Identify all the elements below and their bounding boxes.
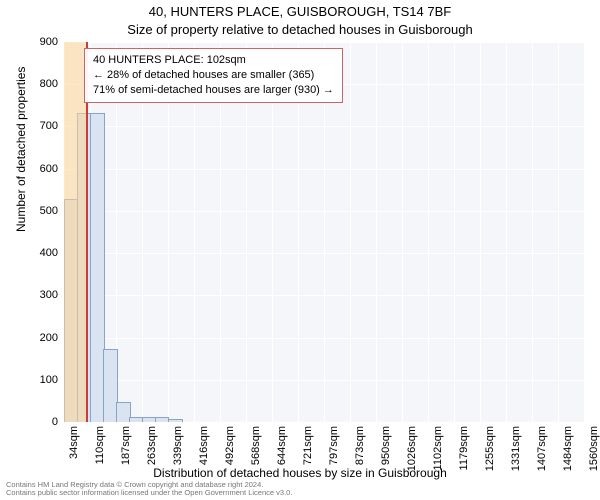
chart-container: 40, HUNTERS PLACE, GUISBOROUGH, TS14 7BF… bbox=[0, 0, 600, 500]
grid-line bbox=[558, 42, 559, 422]
y-tick-label: 200 bbox=[18, 332, 58, 344]
x-tick-label: 263sqm bbox=[146, 426, 158, 465]
info-box-line2: ← 28% of detached houses are smaller (36… bbox=[93, 68, 334, 83]
info-box: 40 HUNTERS PLACE: 102sqm ← 28% of detach… bbox=[84, 48, 343, 103]
x-tick-label: 416sqm bbox=[198, 426, 210, 465]
grid-line bbox=[506, 42, 507, 422]
x-tick-label: 797sqm bbox=[328, 426, 340, 465]
x-tick-label: 34sqm bbox=[68, 426, 80, 459]
x-tick-label: 1484sqm bbox=[562, 426, 574, 471]
x-tick-label: 1407sqm bbox=[536, 426, 548, 471]
y-tick-label: 800 bbox=[18, 78, 58, 90]
x-tick-label: 492sqm bbox=[224, 426, 236, 465]
x-tick-label: 873sqm bbox=[354, 426, 366, 465]
x-tick-label: 1331sqm bbox=[510, 426, 522, 471]
histogram-bar bbox=[168, 419, 183, 422]
chart-title-line1: 40, HUNTERS PLACE, GUISBOROUGH, TS14 7BF bbox=[0, 4, 600, 19]
x-tick-label: 950sqm bbox=[380, 426, 392, 465]
grid-line bbox=[480, 42, 481, 422]
y-tick-label: 100 bbox=[18, 374, 58, 386]
y-tick-label: 600 bbox=[18, 163, 58, 175]
grid-line bbox=[350, 42, 351, 422]
grid-line bbox=[402, 42, 403, 422]
x-tick-label: 1102sqm bbox=[432, 426, 444, 470]
chart-title-line2: Size of property relative to detached ho… bbox=[0, 22, 600, 37]
x-tick-label: 110sqm bbox=[94, 426, 106, 464]
x-tick-label: 187sqm bbox=[120, 426, 132, 465]
grid-line bbox=[532, 42, 533, 422]
info-box-line3: 71% of semi-detached houses are larger (… bbox=[93, 83, 334, 98]
y-tick-label: 700 bbox=[18, 120, 58, 132]
grid-line bbox=[428, 42, 429, 422]
x-tick-label: 1179sqm bbox=[458, 426, 470, 470]
info-box-line1: 40 HUNTERS PLACE: 102sqm bbox=[93, 53, 334, 68]
y-tick-label: 400 bbox=[18, 247, 58, 259]
x-tick-label: 568sqm bbox=[250, 426, 262, 465]
y-tick-label: 0 bbox=[18, 416, 58, 428]
x-tick-label: 339sqm bbox=[172, 426, 184, 465]
y-tick-label: 500 bbox=[18, 205, 58, 217]
grid-line bbox=[64, 422, 584, 423]
y-tick-label: 300 bbox=[18, 289, 58, 301]
x-tick-label: 1560sqm bbox=[588, 426, 600, 471]
x-tick-label: 721sqm bbox=[302, 426, 314, 465]
grid-line bbox=[454, 42, 455, 422]
footer-line2: Contains public sector information licen… bbox=[6, 489, 292, 498]
x-tick-label: 1255sqm bbox=[484, 426, 496, 471]
footer: Contains HM Land Registry data © Crown c… bbox=[6, 481, 292, 498]
grid-line bbox=[376, 42, 377, 422]
y-tick-label: 900 bbox=[18, 36, 58, 48]
x-tick-label: 644sqm bbox=[276, 426, 288, 465]
x-tick-label: 1026sqm bbox=[406, 426, 418, 471]
chart-plot-area: 40 HUNTERS PLACE: 102sqm ← 28% of detach… bbox=[64, 42, 584, 422]
grid-line bbox=[584, 42, 585, 422]
